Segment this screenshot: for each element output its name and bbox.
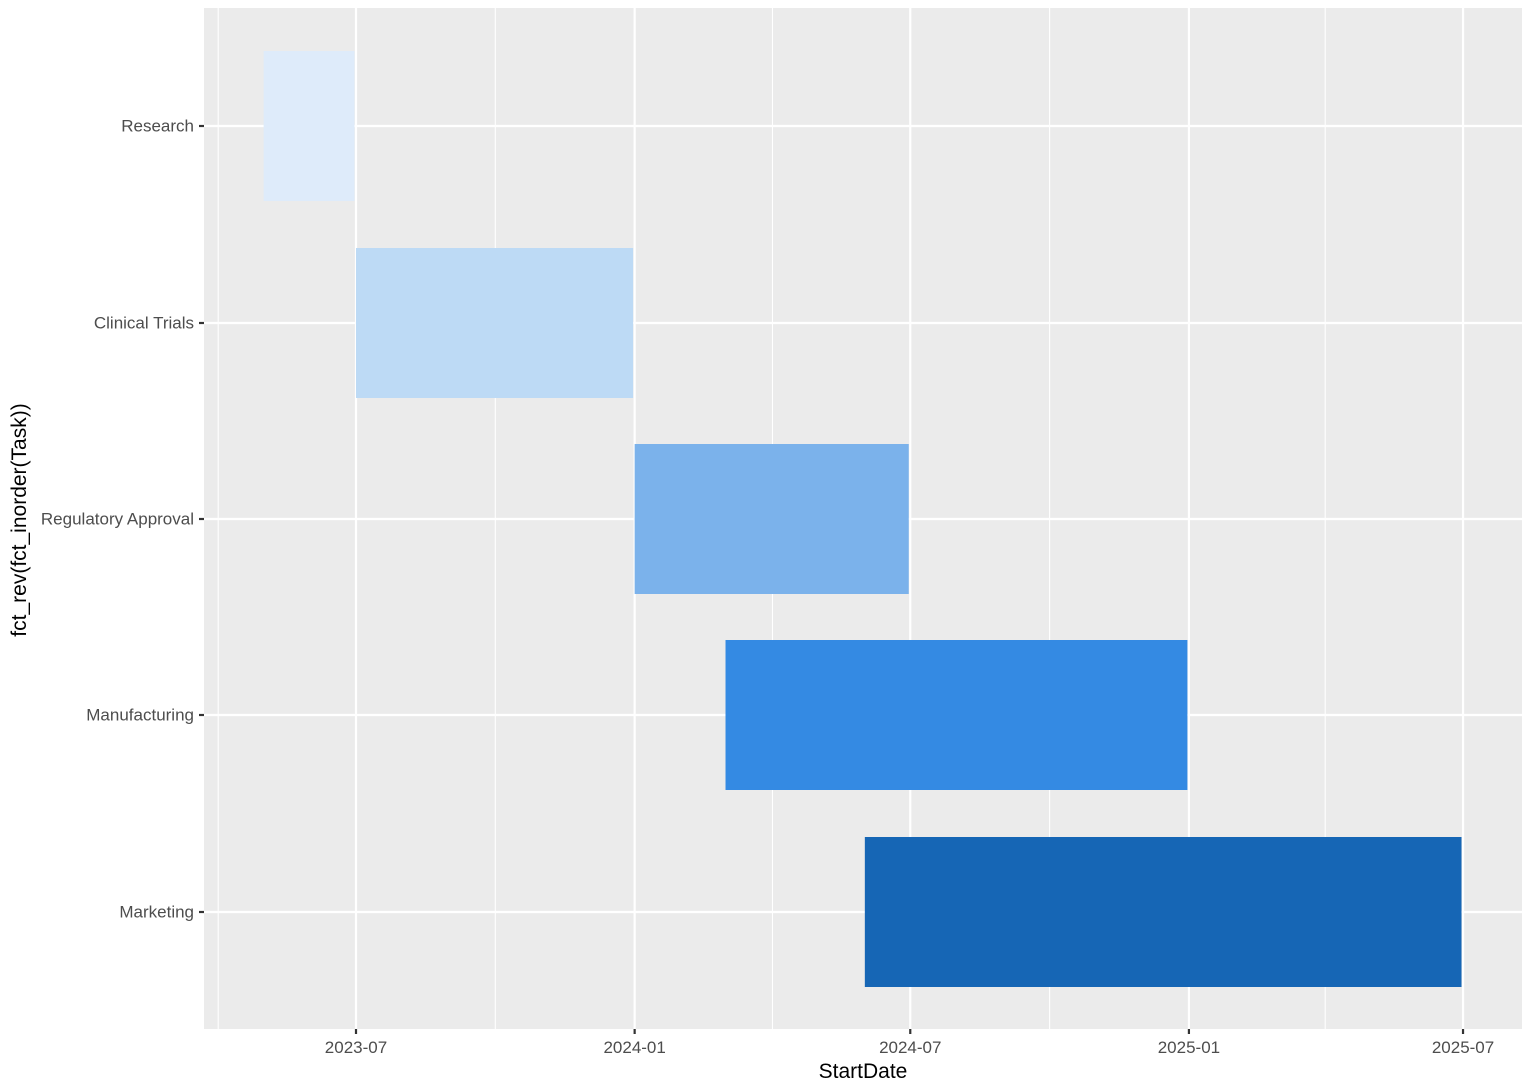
task-bar: [864, 837, 1462, 987]
x-tick-label: 2025-01: [1158, 1038, 1220, 1057]
y-tick-label: Marketing: [119, 902, 194, 921]
y-tick-label: Regulatory Approval: [41, 509, 194, 528]
y-tick-label: Manufacturing: [86, 705, 194, 724]
x-axis-title: StartDate: [819, 1060, 908, 1083]
x-tick-label: 2023-07: [325, 1038, 387, 1057]
y-axis: Research Clinical Trials Regulatory Approv…: [41, 116, 204, 921]
task-bar: [263, 51, 355, 201]
y-axis-title: fct_rev(fct_inorder(Task)): [8, 403, 31, 636]
task-bar: [634, 444, 909, 594]
x-tick-label: 2024-01: [603, 1038, 665, 1057]
x-tick-label: 2024-07: [879, 1038, 941, 1057]
x-axis: 2023-07 2024-01 2024-07 2025-01 2025-07: [325, 1029, 1494, 1057]
task-bar: [725, 640, 1188, 790]
y-tick-label: Clinical Trials: [94, 313, 194, 332]
task-bars: [263, 51, 1462, 987]
task-bar: [356, 248, 634, 398]
y-tick-label: Research: [121, 116, 194, 135]
x-tick-label: 2025-07: [1432, 1038, 1494, 1057]
